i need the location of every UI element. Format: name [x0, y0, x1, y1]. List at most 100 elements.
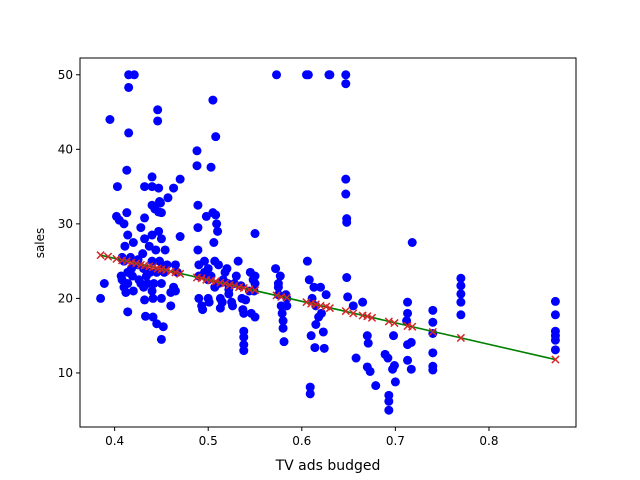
data-point [250, 271, 260, 281]
data-point [403, 297, 413, 307]
data-point [319, 343, 329, 353]
data-point [383, 353, 393, 363]
data-point [456, 273, 466, 283]
data-point [303, 70, 313, 80]
data-point [316, 282, 326, 292]
data-point [351, 353, 361, 363]
data-point [271, 264, 281, 274]
data-point [403, 355, 413, 365]
data-point [160, 245, 170, 255]
data-point [147, 172, 157, 182]
data-point [407, 238, 417, 247]
data-point [456, 289, 466, 299]
predicted-marker [103, 252, 113, 261]
data-point [456, 281, 466, 291]
data-point [148, 312, 158, 322]
predicted-marker [122, 257, 131, 266]
predicted-marker [176, 269, 185, 278]
data-point [199, 256, 209, 266]
data-point [193, 223, 203, 233]
data-point [214, 260, 224, 270]
data-point [403, 308, 413, 318]
data-point [306, 331, 316, 341]
data-point [342, 273, 352, 283]
data-point [140, 234, 150, 244]
x-tick-label: 0.6 [292, 434, 311, 448]
data-point [136, 223, 146, 233]
x-axis-ticks: 0.4 0.5 0.6 0.7 0.8 [105, 427, 499, 448]
predicted-marker [311, 300, 320, 309]
data-point [278, 323, 288, 333]
data-point [206, 162, 216, 172]
data-point [156, 234, 166, 244]
data-point [156, 334, 166, 344]
data-point [239, 332, 249, 342]
data-point [341, 189, 351, 199]
data-point [233, 256, 243, 266]
y-tick-label: 10 [58, 366, 73, 380]
data-point [279, 337, 289, 347]
data-point [169, 183, 179, 193]
data-point [123, 230, 133, 240]
data-point [129, 70, 139, 80]
data-point [250, 229, 260, 239]
data-point [96, 293, 106, 303]
data-point [119, 219, 129, 229]
predicted-marker [390, 318, 399, 328]
y-tick-label: 40 [58, 142, 73, 156]
data-point [272, 70, 282, 80]
data-point [277, 308, 287, 318]
predicted-marker [272, 291, 281, 300]
data-point [175, 174, 185, 184]
data-point [239, 346, 249, 356]
predicted-marker [250, 286, 260, 295]
plot-frame [79, 57, 577, 428]
data-point [154, 226, 164, 236]
data-point [550, 335, 560, 345]
data-point [241, 295, 251, 305]
data-point [149, 279, 159, 288]
data-point [321, 290, 331, 300]
data-point [305, 389, 315, 399]
predicted-marker [171, 268, 180, 277]
predicted-marker [132, 259, 141, 268]
data-point [371, 381, 381, 391]
data-point [273, 282, 283, 292]
data-point [342, 217, 352, 227]
data-point [343, 292, 353, 302]
data-point [250, 312, 260, 322]
data-point [228, 301, 238, 311]
data-point [151, 245, 161, 255]
data-point [428, 365, 438, 375]
data-point [170, 286, 180, 296]
data-point [128, 286, 138, 296]
data-point [282, 301, 292, 311]
data-point [198, 305, 208, 315]
x-tick-label: 0.5 [199, 434, 218, 448]
data-point [362, 331, 372, 341]
data-point [204, 297, 214, 307]
data-point [363, 338, 373, 348]
data-point [428, 305, 438, 315]
plot-area [80, 58, 576, 427]
data-point [194, 293, 204, 303]
data-point [120, 241, 130, 251]
data-point [209, 238, 219, 247]
data-point [141, 311, 151, 321]
data-point [389, 331, 399, 341]
data-point [203, 264, 213, 274]
data-point [341, 79, 351, 89]
predicted-marker [211, 277, 220, 286]
data-point [318, 327, 328, 337]
data-point [153, 116, 163, 126]
predicted-marker [367, 313, 377, 322]
data-point [147, 230, 157, 240]
data-point [550, 310, 560, 320]
data-point [358, 297, 368, 307]
x-axis-label: TV ads budged [275, 458, 381, 474]
y-tick-label: 30 [58, 217, 73, 231]
data-point [456, 310, 466, 320]
data-point [231, 271, 241, 281]
predicted-marker [148, 262, 158, 272]
y-tick-label: 20 [58, 291, 73, 305]
